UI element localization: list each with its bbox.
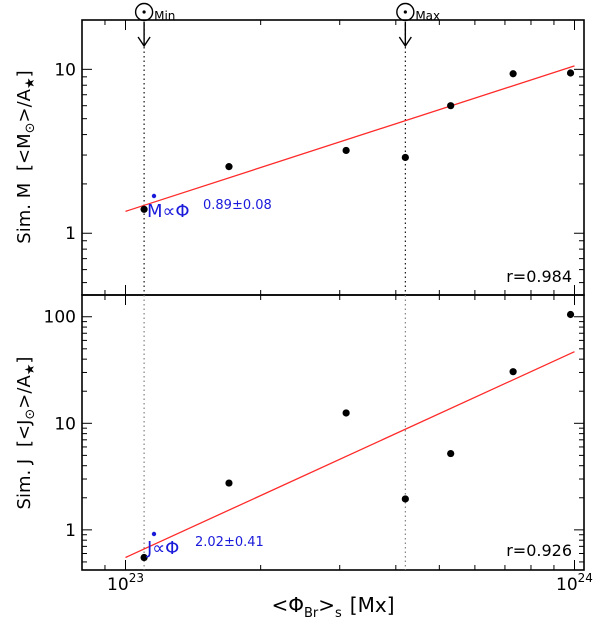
sun-center-1 (403, 10, 407, 14)
ylabel-bottom-inner: [<J (14, 420, 35, 447)
x-axis-label-close: > (318, 593, 335, 617)
fit-label-bottom-base: J∝Φ (146, 538, 179, 559)
svg-text:Sim. M [<M⊙>/A★]: Sim. M [<M⊙>/A★] (14, 70, 38, 243)
fit-label-top: M∝Φ 0.89±0.08 (147, 193, 272, 222)
sun-symbol-0 (134, 2, 154, 22)
fit-label-top-base: M∝Φ (147, 201, 190, 222)
data-point-bot-3 (401, 495, 409, 503)
data-point-top-2 (342, 146, 350, 155)
data-point-top-6 (566, 69, 575, 77)
svg-text:<ΦBr>s[Mx]: <ΦBr>s [Mx] (271, 593, 394, 621)
x-tick-label-base-0: 10 (107, 575, 129, 595)
x-tick-label-1: 1024 (556, 571, 593, 595)
data-point-bot-0 (140, 553, 148, 562)
ylabel-top-prefix: Sim. M (14, 183, 35, 244)
y-tick-label-bot: 100 (44, 308, 76, 328)
r-label-top: r=0.984 (506, 267, 572, 286)
ylabel-top-sun: ⊙ (23, 122, 38, 133)
svg-text:Sim. J [<J⊙>/A★]: Sim. J [<J⊙>/A★] (14, 357, 38, 510)
ylabel-top-close: ] (14, 70, 35, 77)
x-axis-label-sub2: s (335, 606, 342, 621)
x-tick-label-exp-1: 24 (578, 571, 593, 585)
ylabel-bottom-sun: ⊙ (23, 409, 38, 420)
jdot-dot (151, 531, 157, 537)
ylabel-bottom: Sim. J [<J⊙>/A★] (14, 357, 38, 510)
x-tick-label-exp-0: 23 (129, 571, 144, 585)
data-point-bot-2 (342, 409, 350, 417)
ylabel-top-inner: [<M (14, 133, 35, 171)
panel-top-frame (81, 19, 585, 296)
ylabel-top: Sim. M [<M⊙>/A★] (14, 70, 38, 243)
marker-sub-0: Min (154, 9, 175, 23)
data-point-bot-6 (566, 310, 575, 319)
data-point-top-1 (225, 163, 233, 171)
y-tick-label-bot: 10 (54, 414, 76, 434)
fit-label-bottom: J∝Φ 2.02±0.41 (146, 531, 264, 559)
data-point-top-5 (509, 70, 517, 78)
ylabel-bottom-prefix: Sim. J (14, 459, 35, 510)
r-label-bottom: r=0.926 (506, 541, 572, 560)
y-tick-label-bot: 1 (65, 521, 76, 541)
data-point-top-4 (447, 102, 455, 110)
panel-mass-loss: 1 10 r=0.984 M∝Φ 0.89±0.08 Sim. M [<M⊙>/A… (14, 19, 585, 296)
ylabel-bottom-close: ] (14, 357, 35, 364)
data-point-top-0 (140, 205, 148, 213)
marker-arrowhead-1 (398, 36, 412, 48)
mdot-dot (151, 193, 157, 199)
x-tick-label-0: 1023 (107, 571, 144, 595)
x-tick-label-base-1: 10 (556, 575, 578, 595)
y-tick-label-top: 10 (54, 60, 76, 80)
fit-label-top-exp: 0.89±0.08 (203, 198, 272, 213)
marker-arrowhead-0 (137, 36, 151, 48)
fit-line-bot (125, 351, 575, 559)
fit-line-top (125, 65, 575, 212)
sun-center-0 (142, 10, 146, 14)
marker-sub-1: Max (415, 9, 440, 23)
fit-label-bottom-exp: 2.02±0.41 (195, 535, 264, 550)
data-point-bot-5 (509, 368, 517, 376)
x-axis-label: <ΦBr>s [Mx] (271, 593, 394, 621)
x-axis-label-open: <Φ (271, 593, 304, 617)
data-point-bot-1 (225, 479, 233, 487)
panel-bottom-frame (81, 294, 585, 571)
sun-symbol-1 (396, 2, 415, 22)
data-point-top-3 (401, 153, 409, 162)
x-axis-label-sub: Br (304, 606, 319, 621)
ylabel-top-tail: >/A (14, 88, 35, 122)
ylabel-bottom-star: ★ (23, 364, 38, 376)
y-tick-label-top: 1 (65, 224, 76, 244)
ylabel-top-star: ★ (23, 77, 38, 89)
x-axis-label-unit: [Mx] (350, 593, 395, 617)
ylabel-bottom-tail: >/A (14, 375, 35, 409)
panel-torque: 1 10 100 r=0.926 J∝Φ 2.02±0.41 Sim. J [<J⊙… (14, 294, 585, 571)
data-point-bot-4 (447, 449, 455, 458)
